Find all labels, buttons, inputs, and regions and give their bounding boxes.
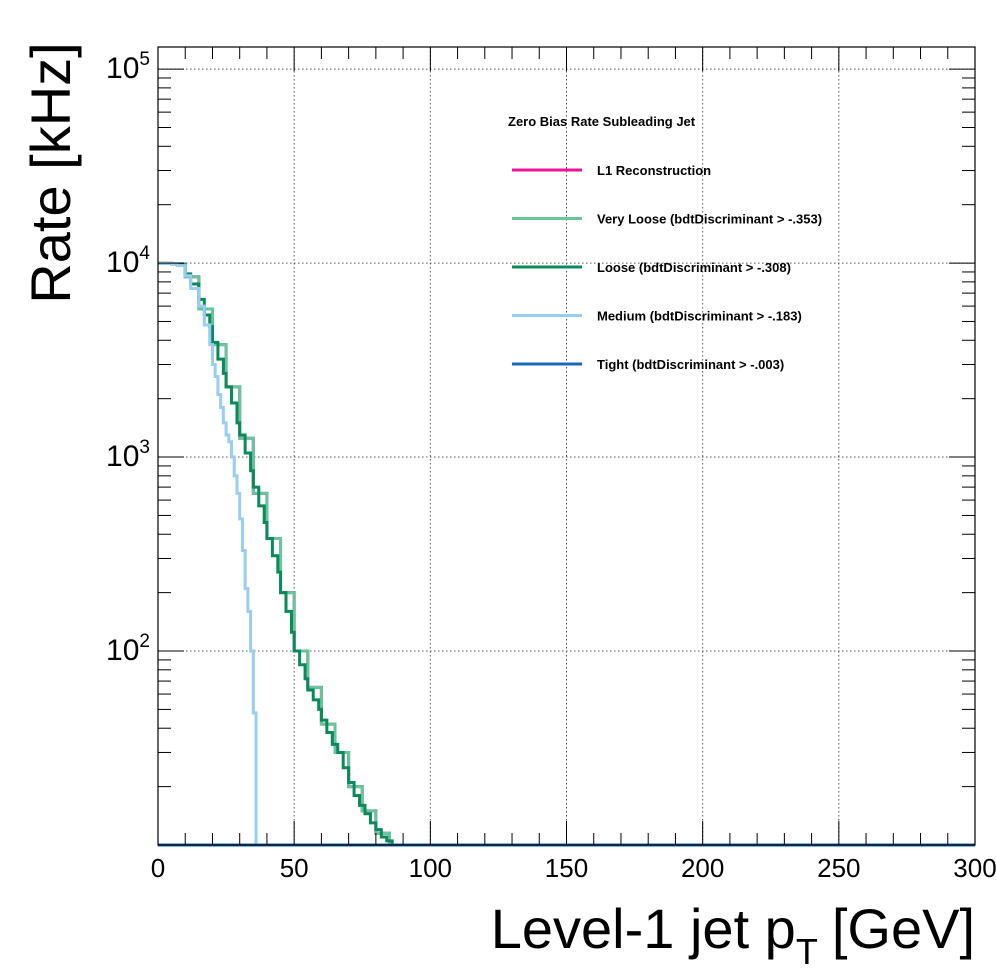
x-axis-title-subscript: T bbox=[796, 931, 818, 972]
legend-title: Zero Bias Rate Subleading Jet bbox=[508, 114, 696, 129]
x-axis-title-unit: [GeV] bbox=[832, 897, 975, 960]
y-tick-label: 105 bbox=[106, 49, 150, 85]
legend-label-2: Loose (bdtDiscriminant > -.308) bbox=[597, 260, 791, 275]
series-line-2 bbox=[158, 261, 975, 847]
legend-label-4: Tight (bdtDiscriminant > -.003) bbox=[597, 357, 784, 372]
y-tick-label: 104 bbox=[106, 243, 150, 279]
x-tick-label: 150 bbox=[545, 853, 588, 883]
series-line-3 bbox=[158, 261, 975, 847]
grid bbox=[158, 47, 975, 845]
x-tick-label: 50 bbox=[280, 853, 309, 883]
legend: Zero Bias Rate Subleading Jet L1 Reconst… bbox=[508, 114, 822, 372]
x-axis-title-main: Level-1 jet p bbox=[491, 897, 796, 960]
y-tick-label: 102 bbox=[106, 631, 150, 667]
x-axis-title: Level-1 jet pT [GeV] bbox=[491, 897, 975, 972]
tick-labels: 0 50 100 150 200 250 300 102 103 104 105 bbox=[106, 49, 996, 883]
x-tick-label: 300 bbox=[953, 853, 996, 883]
x-tick-label: 0 bbox=[151, 853, 165, 883]
y-axis-title: Rate [kHz] bbox=[19, 42, 82, 303]
y-tick-label: 103 bbox=[106, 437, 150, 473]
legend-label-0: L1 Reconstruction bbox=[597, 163, 711, 178]
x-tick-label: 250 bbox=[817, 853, 860, 883]
legend-label-3: Medium (bdtDiscriminant > -.183) bbox=[597, 309, 802, 324]
x-tick-label: 200 bbox=[681, 853, 724, 883]
legend-label-1: Very Loose (bdtDiscriminant > -.353) bbox=[597, 212, 822, 227]
axis-ticks bbox=[157, 47, 976, 845]
x-tick-label: 100 bbox=[409, 853, 452, 883]
